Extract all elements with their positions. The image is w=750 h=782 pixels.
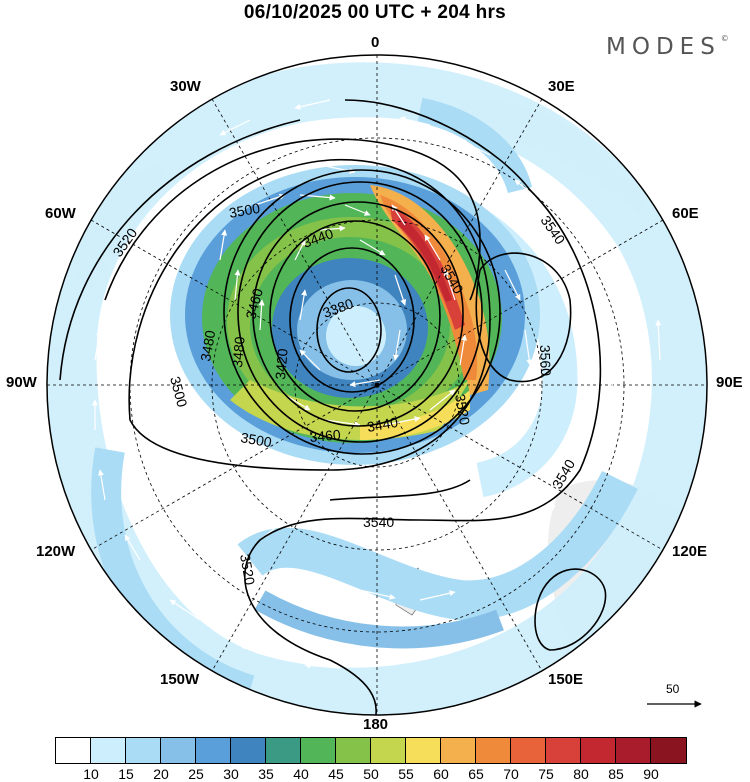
colorbar-tick-label: 30 bbox=[223, 766, 239, 782]
lon-label-90e: 90E bbox=[716, 374, 743, 391]
colorbar-swatch bbox=[511, 738, 546, 763]
contour-label: 3420 bbox=[272, 348, 291, 381]
contour-label: 3480 bbox=[229, 336, 248, 369]
contour-label: 3500 bbox=[167, 375, 191, 409]
lon-label-120e: 120E bbox=[672, 543, 708, 560]
pole-marker bbox=[374, 382, 380, 388]
colorbar-tick-label: 75 bbox=[538, 766, 554, 782]
colorbar-swatch bbox=[161, 738, 196, 763]
contour-label: 3540 bbox=[363, 514, 394, 530]
map-title: 06/10/2025 00 UTC + 204 hrs bbox=[243, 2, 507, 23]
contour-label: 3500 bbox=[239, 429, 273, 450]
colorbar-swatch bbox=[196, 738, 231, 763]
colorbar-swatch bbox=[651, 738, 686, 763]
lon-label-180: 180 bbox=[363, 716, 389, 733]
colorbar-tick-label: 70 bbox=[503, 766, 519, 782]
colorbar-tick-label: 50 bbox=[363, 766, 379, 782]
colorbar-swatch bbox=[616, 738, 651, 763]
colorbar-swatch bbox=[91, 738, 126, 763]
colorbar-tick-label: 40 bbox=[293, 766, 309, 782]
colorbar-swatch bbox=[406, 738, 441, 763]
colorbar-tick-label: 35 bbox=[258, 766, 274, 782]
lon-label-60e: 60E bbox=[672, 205, 699, 222]
colorbar-swatch bbox=[266, 738, 301, 763]
colorbar-swatch bbox=[546, 738, 581, 763]
brand-logo: MODES© bbox=[606, 34, 729, 60]
reference-vector-label: 50 bbox=[666, 682, 680, 696]
lon-label-60w: 60W bbox=[45, 205, 76, 222]
reference-vector-arrow bbox=[647, 700, 702, 708]
map-boundary bbox=[46, 54, 708, 716]
colorbar-swatch bbox=[336, 738, 371, 763]
colorbar-tick-label: 60 bbox=[433, 766, 449, 782]
colorbar-swatch bbox=[56, 738, 91, 763]
colorbar bbox=[55, 737, 687, 764]
lon-label-150w: 150W bbox=[160, 671, 200, 688]
colorbar-tick-label: 25 bbox=[188, 766, 204, 782]
colorbar-tick-label: 15 bbox=[118, 766, 134, 782]
contour-label: 3520 bbox=[237, 553, 258, 587]
colorbar-swatch bbox=[371, 738, 406, 763]
contour-label: 3480 bbox=[197, 329, 218, 363]
colorbar-swatch bbox=[126, 738, 161, 763]
lon-label-30e: 30E bbox=[548, 78, 575, 95]
colorbar-tick-label: 55 bbox=[398, 766, 414, 782]
lon-label-30w: 30W bbox=[170, 78, 201, 95]
colorbar-tick-label: 90 bbox=[643, 766, 659, 782]
lon-label-120w: 120W bbox=[36, 543, 76, 560]
colorbar-swatch bbox=[581, 738, 616, 763]
lon-label-90w: 90W bbox=[6, 374, 37, 391]
polar-map: 3520 3500 3440 3460 3380 3480 3500 3480 … bbox=[46, 54, 708, 716]
contour-label: 3460 bbox=[242, 286, 266, 320]
colorbar-swatch bbox=[231, 738, 266, 763]
colorbar-swatch bbox=[301, 738, 336, 763]
contour-label: 3440 bbox=[366, 414, 400, 435]
contour-label: 3520 bbox=[452, 393, 473, 427]
colorbar-tick-label: 85 bbox=[608, 766, 624, 782]
colorbar-tick-label: 45 bbox=[328, 766, 344, 782]
colorbar-tick-label: 65 bbox=[468, 766, 484, 782]
colorbar-tick-label: 10 bbox=[83, 766, 99, 782]
colorbar-tick-label: 20 bbox=[153, 766, 169, 782]
colorbar-tick-label: 80 bbox=[573, 766, 589, 782]
colorbar-swatch bbox=[476, 738, 511, 763]
contour-label: 3460 bbox=[309, 426, 342, 445]
lon-label-150e: 150E bbox=[548, 671, 584, 688]
contour-label: 3560 bbox=[537, 345, 554, 377]
colorbar-swatch bbox=[441, 738, 476, 763]
lon-label-0: 0 bbox=[371, 34, 380, 51]
contour-label: 3500 bbox=[228, 200, 262, 221]
